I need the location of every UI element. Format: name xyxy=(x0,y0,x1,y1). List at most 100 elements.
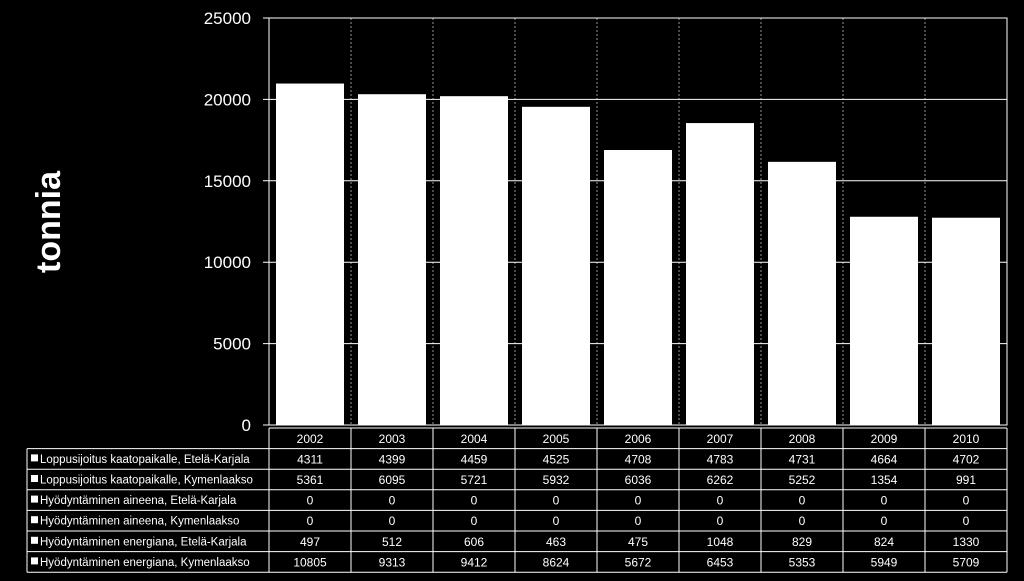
data-label: 6095 xyxy=(379,473,406,487)
legend-key xyxy=(31,557,38,565)
data-label: 4702 xyxy=(953,452,980,466)
data-label: 824 xyxy=(874,535,894,549)
data-label: 5949 xyxy=(871,555,898,569)
bar-segment-2005-s1 xyxy=(522,351,590,426)
bar-segment-2003-s2 xyxy=(358,254,426,354)
x-tick-label: 2004 xyxy=(461,432,488,446)
legend-entry: Loppusijoitus kaatopaikalle, Etelä-Karja… xyxy=(40,454,250,466)
data-label: 0 xyxy=(717,514,724,528)
legend-key xyxy=(31,516,38,524)
bar-segment-2004-s1 xyxy=(440,352,508,426)
data-label: 4783 xyxy=(707,452,734,466)
bar-segment-2006-s1 xyxy=(604,348,672,426)
data-label: 6453 xyxy=(707,555,734,569)
bar-segment-2006-s2 xyxy=(604,250,672,349)
y-tick-label: 0 xyxy=(242,416,251,435)
bar-segment-2010-s5 xyxy=(932,310,1000,333)
x-tick-label: 2009 xyxy=(871,432,898,446)
bar-segment-2009-s2 xyxy=(850,327,918,350)
data-label: 475 xyxy=(628,535,648,549)
bar-segment-2006-s5 xyxy=(604,242,672,251)
data-label: 4459 xyxy=(461,452,488,466)
y-axis-ticks: 0 5000 10000 15000 20000 25000 xyxy=(204,9,251,435)
data-label: 1048 xyxy=(707,535,734,549)
legend-key xyxy=(31,536,38,544)
x-tick-label: 2002 xyxy=(297,432,324,446)
data-label: 10805 xyxy=(293,555,327,569)
bar-segment-2002-s5 xyxy=(276,259,344,269)
bar-segment-2003-s6 xyxy=(358,94,426,247)
data-label: 0 xyxy=(635,514,642,528)
y-tick-label: 10000 xyxy=(204,253,251,272)
bar-segment-2007-s2 xyxy=(686,245,754,348)
y-tick-label: 25000 xyxy=(204,9,251,28)
data-label: 4525 xyxy=(543,452,570,466)
bar-segment-2005-s6 xyxy=(522,106,590,248)
data-label: 5353 xyxy=(789,555,816,569)
y-tick-label: 5000 xyxy=(213,335,251,354)
data-label: 497 xyxy=(300,535,320,549)
data-label: 0 xyxy=(389,514,396,528)
bar-segment-2007-s5 xyxy=(686,228,754,246)
bar-segment-2008-s1 xyxy=(768,347,836,426)
y-tick-label: 20000 xyxy=(204,90,251,109)
bar-segment-2005-s2 xyxy=(522,254,590,352)
data-label: 463 xyxy=(546,535,566,549)
x-tick-label: 2003 xyxy=(379,432,406,446)
bar-segment-2008-s5 xyxy=(768,248,836,263)
data-label: 6262 xyxy=(707,473,734,487)
data-label: 0 xyxy=(471,494,478,508)
data-label: 4664 xyxy=(871,452,898,466)
bar-segment-2007-s1 xyxy=(686,347,754,426)
data-label: 0 xyxy=(307,494,314,508)
bar-segment-2002-s2 xyxy=(276,267,344,356)
x-tick-label: 2006 xyxy=(625,432,652,446)
bar-segment-2010-s6 xyxy=(932,217,1000,312)
data-label: 5252 xyxy=(789,473,816,487)
legend-key xyxy=(31,475,38,482)
bar-segment-2009-s6 xyxy=(850,216,918,315)
bar-segment-2009-s1 xyxy=(850,349,918,426)
bar-segment-2002-s1 xyxy=(276,354,344,426)
bar-segment-2009-s5 xyxy=(850,313,918,328)
x-tick-label: 2007 xyxy=(707,432,734,446)
data-label: 606 xyxy=(464,535,484,549)
bar-segment-2005-s5 xyxy=(522,247,590,256)
legend-key xyxy=(31,454,38,462)
bar-segment-2004-s5 xyxy=(440,249,508,260)
y-axis-label: tonnia xyxy=(30,170,68,273)
bar-segment-2008-s2 xyxy=(768,262,836,349)
legend-entry: Loppusijoitus kaatopaikalle, Kymenlaakso xyxy=(40,475,253,487)
plot-bars xyxy=(276,83,1000,426)
data-label: 5672 xyxy=(625,555,652,569)
bar-segment-2002-s6 xyxy=(276,83,344,260)
bar-segment-2003-s5 xyxy=(358,245,426,255)
data-label: 0 xyxy=(717,494,724,508)
bar-segment-2004-s6 xyxy=(440,96,508,250)
x-tick-label: 2008 xyxy=(789,432,816,446)
bar-segment-2003-s1 xyxy=(358,353,426,426)
data-label: 5721 xyxy=(461,473,488,487)
data-label: 991 xyxy=(956,473,976,487)
legend-key xyxy=(31,495,38,503)
bar-segment-2010-s1 xyxy=(932,348,1000,426)
data-label: 4708 xyxy=(625,452,652,466)
data-label: 5709 xyxy=(953,555,980,569)
legend-entry: Hyödyntäminen aineena, Etelä-Karjala xyxy=(40,495,237,507)
y-tick-label: 15000 xyxy=(204,172,251,191)
bar-segment-2006-s6 xyxy=(604,150,672,243)
data-label: 9313 xyxy=(379,555,406,569)
data-label: 0 xyxy=(799,514,806,528)
data-label: 512 xyxy=(382,535,402,549)
data-table: 2002 2003 2004 2005 2006 2007 2008 2009 2010 Lopp… xyxy=(26,427,1008,573)
data-label: 0 xyxy=(799,494,806,508)
legend-entry: Hyödyntäminen aineena, Kymenlaakso xyxy=(40,516,239,528)
data-label: 0 xyxy=(307,514,314,528)
x-tick-label: 2005 xyxy=(543,432,570,446)
data-label: 0 xyxy=(635,494,642,508)
data-label: 0 xyxy=(553,514,560,528)
bar-segment-2007-s6 xyxy=(686,123,754,229)
bar-segment-2008-s6 xyxy=(768,161,836,250)
data-label: 0 xyxy=(389,494,396,508)
